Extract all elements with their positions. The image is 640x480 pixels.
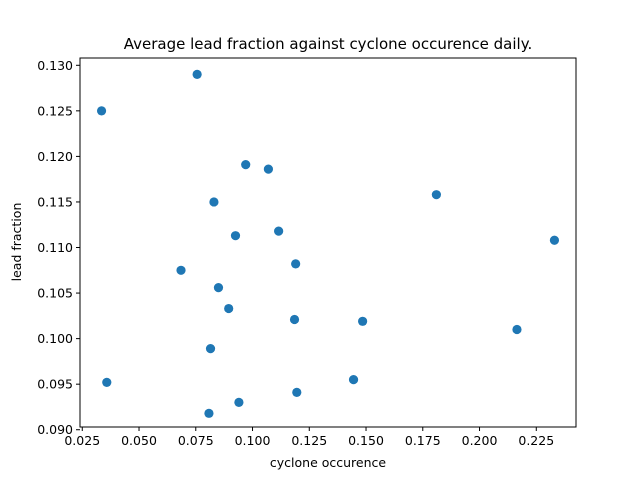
data-point bbox=[230, 231, 241, 241]
data-point bbox=[224, 303, 234, 314]
x-tick-label: 0.175 bbox=[405, 433, 441, 448]
data-point bbox=[291, 259, 301, 269]
data-point bbox=[204, 408, 214, 418]
x-tick-label: 0.225 bbox=[518, 433, 554, 448]
y-tick-label: 0.115 bbox=[37, 194, 73, 209]
y-tick-label: 0.090 bbox=[37, 422, 73, 437]
data-point bbox=[358, 316, 368, 326]
x-tick-label: 0.200 bbox=[462, 433, 498, 448]
x-tick-label: 0.100 bbox=[235, 433, 271, 448]
data-point bbox=[263, 164, 274, 174]
x-axis-label: cyclone occurence bbox=[270, 455, 387, 470]
plot-area: 0.025 0.050 0.075 0.100 0.125 0.150 0.175 0.200… bbox=[37, 57, 577, 448]
y-tick-label: 0.100 bbox=[37, 331, 73, 346]
data-point bbox=[348, 375, 359, 385]
y-tick-label: 0.120 bbox=[37, 149, 73, 164]
data-point bbox=[96, 106, 107, 116]
data-point bbox=[213, 283, 224, 293]
x-tick-label: 0.075 bbox=[178, 433, 214, 448]
y-tick-label: 0.095 bbox=[37, 377, 73, 392]
data-point bbox=[205, 344, 216, 354]
plot-frame bbox=[79, 57, 577, 428]
y-tick-label: 0.130 bbox=[37, 58, 73, 73]
data-point bbox=[274, 226, 284, 236]
x-tick-label: 0.050 bbox=[121, 433, 157, 448]
chart-title: Average lead fraction against cyclone oc… bbox=[124, 35, 532, 53]
data-point bbox=[431, 190, 441, 200]
data-point bbox=[241, 160, 251, 170]
data-point bbox=[549, 235, 560, 245]
y-axis-label: lead fraction bbox=[9, 203, 24, 282]
data-point bbox=[289, 314, 300, 325]
data-point bbox=[102, 377, 112, 387]
y-tick-label: 0.125 bbox=[37, 103, 73, 118]
data-point bbox=[512, 324, 522, 335]
data-point bbox=[176, 265, 186, 275]
y-tick-label: 0.105 bbox=[37, 286, 73, 301]
x-tick-label: 0.150 bbox=[348, 433, 384, 448]
data-point bbox=[192, 69, 202, 79]
y-tick-label: 0.110 bbox=[37, 240, 73, 255]
x-tick-label: 0.025 bbox=[64, 433, 100, 448]
data-point bbox=[292, 387, 302, 397]
x-tick-label: 0.125 bbox=[291, 433, 327, 448]
data-point bbox=[209, 197, 219, 207]
data-point bbox=[234, 397, 244, 407]
